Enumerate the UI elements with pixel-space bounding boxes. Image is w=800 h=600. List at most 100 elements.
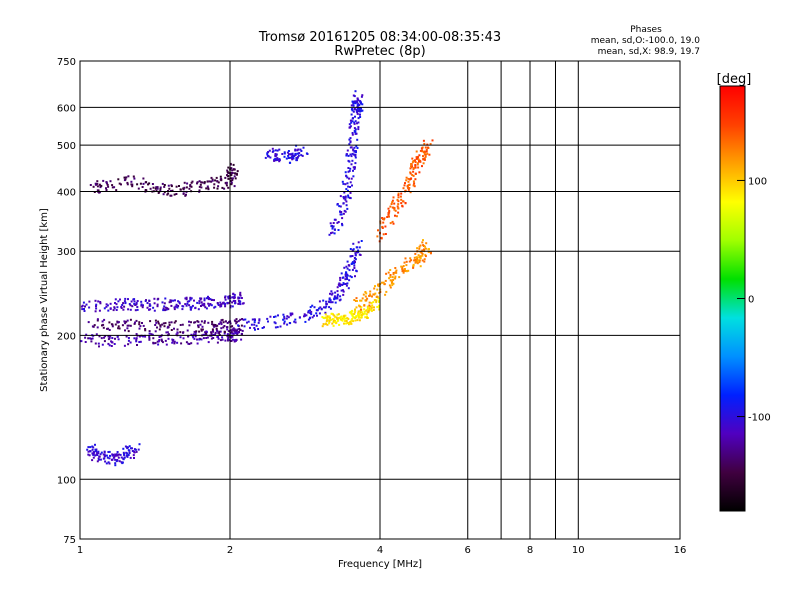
data-point	[355, 306, 358, 309]
data-point	[358, 319, 361, 322]
data-point	[105, 462, 108, 465]
data-point	[253, 323, 256, 326]
data-point	[130, 300, 133, 303]
data-point	[283, 322, 286, 325]
data-point	[327, 300, 330, 303]
data-point	[366, 317, 369, 319]
data-point	[412, 174, 415, 177]
data-point	[311, 304, 314, 307]
data-point	[203, 304, 206, 307]
data-point	[181, 305, 184, 308]
data-point	[349, 321, 352, 323]
data-point	[378, 308, 381, 311]
data-point	[157, 340, 160, 343]
data-point	[338, 205, 341, 208]
data-point	[400, 265, 403, 268]
data-point	[388, 210, 391, 212]
data-point	[98, 335, 101, 338]
data-point	[230, 181, 233, 184]
data-point	[361, 103, 364, 106]
data-point	[354, 150, 356, 153]
data-point	[144, 328, 147, 330]
data-point	[96, 318, 99, 321]
data-point	[108, 321, 111, 324]
data-point	[347, 170, 350, 173]
data-point	[346, 182, 349, 185]
data-point	[352, 175, 355, 178]
data-point	[394, 209, 397, 212]
data-point	[212, 324, 215, 327]
data-point	[344, 314, 347, 317]
data-point	[149, 320, 152, 323]
data-point	[185, 298, 188, 301]
data-point	[239, 291, 242, 294]
data-point	[279, 325, 282, 328]
data-point	[343, 266, 346, 269]
data-point	[123, 300, 126, 303]
data-point	[371, 295, 373, 298]
data-point	[117, 321, 120, 324]
data-point	[358, 109, 361, 112]
data-point	[364, 291, 367, 293]
data-point	[158, 328, 161, 331]
data-point	[362, 293, 365, 296]
data-point	[112, 453, 115, 456]
data-point	[359, 116, 362, 118]
data-point	[161, 323, 164, 326]
data-point	[142, 335, 145, 338]
data-point	[156, 305, 159, 308]
data-point	[332, 319, 335, 322]
data-point	[352, 149, 355, 152]
data-point	[231, 332, 234, 335]
data-point	[349, 191, 352, 194]
data-point	[111, 337, 114, 339]
data-point	[141, 322, 143, 324]
data-point	[96, 319, 99, 322]
data-point	[355, 251, 358, 254]
data-point	[215, 176, 218, 179]
data-point	[134, 309, 137, 312]
data-point	[345, 284, 348, 287]
data-point	[336, 293, 339, 296]
data-point	[231, 177, 234, 180]
data-point	[178, 301, 181, 304]
data-point	[129, 341, 132, 344]
data-point	[357, 121, 360, 124]
data-point	[361, 109, 364, 112]
data-point	[208, 304, 210, 307]
data-point	[106, 456, 109, 459]
data-point	[87, 321, 90, 324]
data-point	[210, 176, 213, 179]
data-point	[324, 313, 327, 316]
data-point	[310, 310, 313, 313]
data-point	[179, 331, 182, 334]
data-point	[384, 293, 387, 296]
data-point	[331, 301, 334, 304]
data-point	[203, 320, 206, 323]
data-point	[122, 302, 125, 305]
data-point	[240, 297, 243, 299]
data-point	[196, 181, 199, 184]
data-point	[240, 338, 243, 341]
data-point	[304, 314, 306, 317]
data-point	[350, 311, 353, 314]
data-point	[423, 157, 426, 160]
data-point	[361, 94, 364, 97]
data-point	[224, 176, 227, 179]
data-point	[422, 139, 425, 142]
data-point	[97, 189, 100, 192]
x-tick-label: 10	[572, 545, 585, 556]
data-point	[213, 299, 215, 302]
data-point	[409, 257, 412, 260]
data-point	[122, 458, 125, 460]
data-point	[350, 322, 353, 325]
data-point	[415, 156, 418, 159]
data-point	[127, 339, 130, 342]
data-point	[354, 310, 357, 313]
data-point	[345, 174, 348, 177]
data-point	[194, 333, 197, 336]
data-point	[140, 300, 143, 303]
data-point	[226, 301, 229, 304]
data-point	[291, 312, 294, 315]
data-point	[416, 163, 419, 166]
